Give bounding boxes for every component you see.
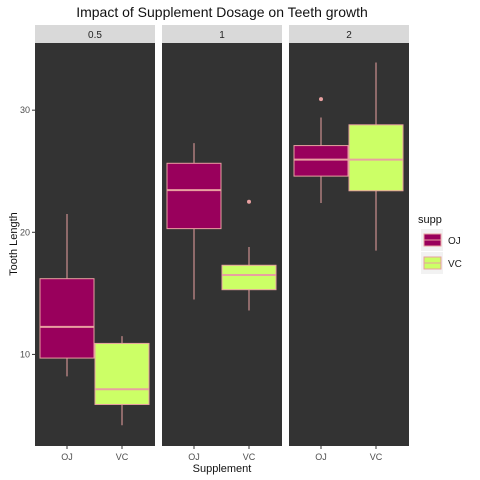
box-body	[94, 342, 150, 405]
panel-background	[162, 43, 282, 446]
outlier-point	[247, 199, 251, 204]
box-OJ-1	[166, 143, 222, 300]
y-axis-title: Tooth Length	[8, 212, 20, 276]
outlier-point	[319, 97, 323, 102]
x-tick-label: VC	[116, 452, 129, 462]
box-body	[39, 278, 95, 359]
x-tick-label: OJ	[188, 452, 200, 462]
box-body	[166, 162, 222, 230]
facet-panel-1: 1 OJ VC	[162, 25, 282, 462]
facet-strip-label: 2	[346, 30, 352, 41]
box-body	[348, 124, 404, 192]
box-VC-1	[221, 199, 277, 311]
x-axis-title: Supplement	[193, 463, 252, 475]
box-OJ-0.5	[39, 213, 95, 377]
box-OJ-2	[293, 97, 349, 203]
legend-title: supp	[418, 214, 442, 226]
box-VC-2	[348, 62, 404, 251]
legend: supp OJ VC	[418, 214, 462, 274]
facet-panel-2: 2 OJ VC	[289, 25, 409, 462]
box-body	[221, 264, 277, 291]
facet-panels: 0.5 OJ VC 1 OJ VC 2 OJ VC	[35, 25, 409, 462]
y-tick-label: 20	[20, 227, 30, 237]
box-VC-0.5	[94, 336, 150, 426]
facet-strip	[35, 25, 155, 43]
x-tick-label: OJ	[315, 452, 327, 462]
facet-strip	[162, 25, 282, 43]
legend-label-OJ: OJ	[448, 236, 461, 247]
facet-strip	[289, 25, 409, 43]
chart-title: Impact of Supplement Dosage on Teeth gro…	[76, 4, 368, 20]
y-axis: 10 20 30	[20, 105, 35, 359]
facet-strip-label: 1	[219, 30, 225, 41]
legend-label-VC: VC	[448, 259, 462, 270]
x-tick-label: VC	[370, 452, 383, 462]
x-tick-label: OJ	[61, 452, 73, 462]
y-tick-label: 30	[20, 105, 30, 115]
box-body	[293, 145, 349, 177]
x-tick-label: VC	[243, 452, 256, 462]
facet-strip-label: 0.5	[88, 30, 102, 41]
y-tick-label: 10	[20, 349, 30, 359]
panel-background	[289, 43, 409, 446]
facet-panel-0.5: 0.5 OJ VC	[35, 25, 155, 462]
